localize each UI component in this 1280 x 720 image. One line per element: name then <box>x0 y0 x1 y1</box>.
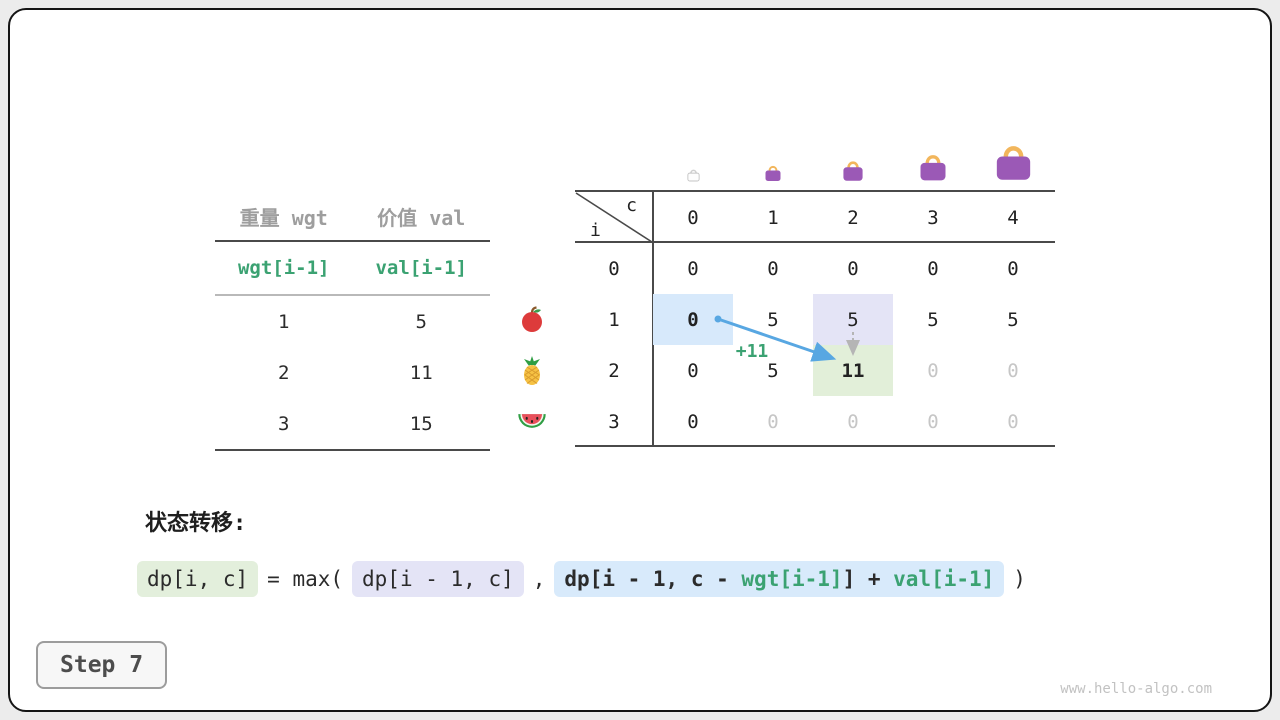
item-val: 5 <box>415 310 427 333</box>
item-icon-column <box>510 294 554 447</box>
dp-cell-2-3: 0 <box>927 359 939 382</box>
bag-icon-capacity-3 <box>916 152 950 182</box>
dp-row-header: 1 <box>608 308 620 331</box>
bag-icon-capacity-2 <box>840 159 866 182</box>
dp-cell-1-4: 5 <box>1007 308 1019 331</box>
dp-cell-1-3: 5 <box>927 308 939 331</box>
item-table-header-wgt: 重量 wgt <box>239 205 328 230</box>
watermelon-icon <box>510 396 554 447</box>
dp-row-header: 2 <box>608 359 620 382</box>
dp-cell-3-3: 0 <box>927 410 939 433</box>
dp-row-header: 3 <box>608 410 620 433</box>
formula-option2-wgt: wgt[i-1] <box>741 567 843 591</box>
dp-cell-3-0: 0 <box>687 410 699 433</box>
apple-icon <box>510 294 554 345</box>
dp-cell-2-2: 11 <box>813 345 893 396</box>
formula-comma: , <box>532 567 546 591</box>
dp-table-bottom-border <box>575 445 1055 447</box>
item-table-row: 3 15 <box>215 398 490 451</box>
dp-cell-0-2: 0 <box>847 257 859 280</box>
item-table-wgt-formula: wgt[i-1] <box>237 257 330 279</box>
watermark: www.hello-algo.com <box>1060 681 1212 697</box>
dp-table-corner-cell: c i <box>575 192 653 243</box>
dp-col-header: 4 <box>1007 206 1019 229</box>
dp-cell-3-4: 0 <box>1007 410 1019 433</box>
formula-option2-infix: ] + <box>842 567 894 591</box>
item-wgt: 1 <box>278 310 290 333</box>
item-table-row: 1 5 <box>215 296 490 347</box>
item-wgt: 3 <box>278 412 290 435</box>
dp-table-top-border <box>575 190 1055 192</box>
bag-icon-capacity-0 <box>686 168 701 182</box>
dp-cell-3-2: 0 <box>847 410 859 433</box>
dp-col-headers: 0 1 2 3 4 <box>653 192 1053 243</box>
dp-col-header: 2 <box>847 206 859 229</box>
item-table-val-formula: val[i-1] <box>375 257 467 279</box>
dp-cell-1-0: 0 <box>653 294 733 345</box>
dp-cell-2-1: 5 <box>767 359 779 382</box>
dp-row-headers: 0 1 2 3 <box>575 243 653 447</box>
dp-cell-grid: 0 0 0 0 0 0 5 5 5 5 0 5 11 0 0 0 0 0 0 0 <box>653 243 1053 447</box>
dp-cell-0-0: 0 <box>687 257 699 280</box>
dp-col-header: 1 <box>767 206 779 229</box>
step-badge: Step 7 <box>36 641 168 689</box>
corner-row-label: i <box>590 220 601 241</box>
dp-cell-0-1: 0 <box>767 257 779 280</box>
corner-col-label: c <box>626 195 637 216</box>
item-table-formula-row: wgt[i-1] val[i-1] <box>215 242 490 296</box>
capacity-bag-row <box>653 126 1053 182</box>
pineapple-icon <box>510 345 554 396</box>
formula-option2-val: val[i-1] <box>893 567 995 591</box>
dp-cell-0-4: 0 <box>1007 257 1019 280</box>
dp-cell-0-3: 0 <box>927 257 939 280</box>
formula-option2: dp[i - 1, c - wgt[i-1]] + val[i-1] <box>554 561 1005 597</box>
formula-option2-prefix: dp[i - 1, c - <box>564 567 742 591</box>
bag-icon-capacity-4 <box>991 142 1036 182</box>
dp-cell-2-4: 0 <box>1007 359 1019 382</box>
dp-cell-1-2: 5 <box>813 294 893 345</box>
item-table-header: 重量 wgt 价值 val <box>215 192 490 242</box>
dp-cell-1-1: 5 <box>767 308 779 331</box>
bag-icon-capacity-1 <box>763 164 783 182</box>
item-table-row: 2 11 <box>215 347 490 398</box>
dp-row-header: 0 <box>608 257 620 280</box>
dp-cell-2-0: 0 <box>687 359 699 382</box>
transition-label: 状态转移: <box>145 511 247 536</box>
dp-cell-3-1: 0 <box>767 410 779 433</box>
formula-option1: dp[i - 1, c] <box>352 561 524 597</box>
item-table: 重量 wgt 价值 val wgt[i-1] val[i-1] 1 5 2 11… <box>215 192 490 451</box>
formula-equals-max: = max( <box>267 567 344 591</box>
dp-col-header: 3 <box>927 206 939 229</box>
formula-close-paren: ) <box>1013 567 1026 591</box>
corner-diagonal-line <box>575 192 653 243</box>
dp-col-header: 0 <box>687 206 699 229</box>
transition-formula: dp[i, c] = max( dp[i - 1, c] , dp[i - 1,… <box>137 561 1026 597</box>
item-val: 11 <box>409 361 433 384</box>
item-wgt: 2 <box>278 361 290 384</box>
dp-table-header-border <box>575 241 1055 243</box>
item-val: 15 <box>409 412 433 435</box>
formula-lhs: dp[i, c] <box>137 561 259 597</box>
item-table-header-val: 价值 val <box>377 205 466 230</box>
